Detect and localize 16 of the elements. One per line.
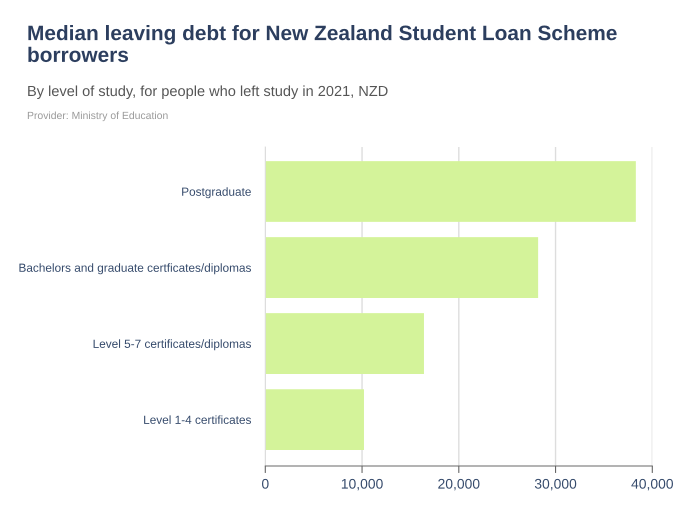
x-tick-label: 30,000 (534, 478, 576, 490)
bar (265, 237, 538, 298)
x-tick-label: 20,000 (438, 478, 480, 490)
bar (265, 161, 636, 222)
x-tick-label: 40,000 (631, 478, 673, 490)
bar (265, 313, 424, 374)
y-tick-label: Level 5-7 certificates/diplomas (94, 339, 251, 350)
bar (265, 389, 364, 450)
y-tick-label: Postgraduate (182, 187, 251, 198)
x-tick-label: 0 (262, 478, 269, 489)
y-tick-label: Bachelors and graduate certficates/diplomas (19, 263, 251, 274)
x-tick-label: 10,000 (342, 478, 383, 490)
chart-title: Median leaving debt for New Zealand Student Loan Scheme borrowers (28, 25, 617, 62)
text: Provider: Ministry of Education (28, 111, 168, 122)
y-tick-label: Level 1-4 certificates (144, 415, 251, 424)
chart-subtitle: By level of study, for people who left study in 2021, NZD (28, 85, 388, 100)
